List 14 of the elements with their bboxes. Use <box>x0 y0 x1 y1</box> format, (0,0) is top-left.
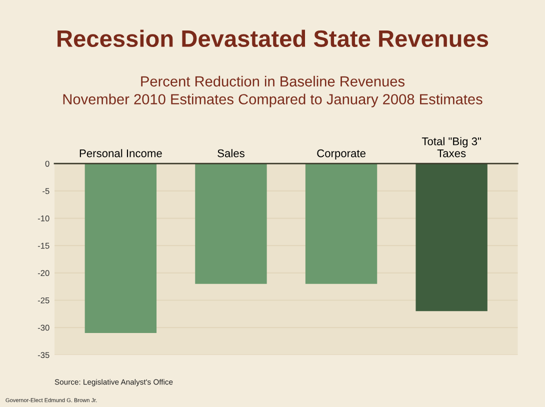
x-tick-label: Total "Big 3" Taxes <box>422 137 481 158</box>
y-tick-label: -30 <box>38 324 50 331</box>
chart-subtitle: Percent Reduction in Baseline Revenues November 2010 Estimates Compared to January 2008 Estimates <box>63 76 482 108</box>
chart-title: Recession Devastated State Revenues <box>58 30 488 48</box>
y-tick-label: -35 <box>38 352 50 358</box>
y-tick-label: -15 <box>38 242 50 249</box>
y-tick-label: 0 <box>45 160 50 167</box>
x-tick-label: Sales <box>218 149 244 158</box>
y-tick-label: -25 <box>38 297 50 304</box>
y-tick-label: -5 <box>42 188 50 194</box>
x-tick-label: Personal Income <box>80 149 162 158</box>
y-tick-label: -10 <box>38 215 50 222</box>
y-tick-label: -20 <box>38 270 50 276</box>
x-tick-label: Corporate <box>317 149 366 160</box>
